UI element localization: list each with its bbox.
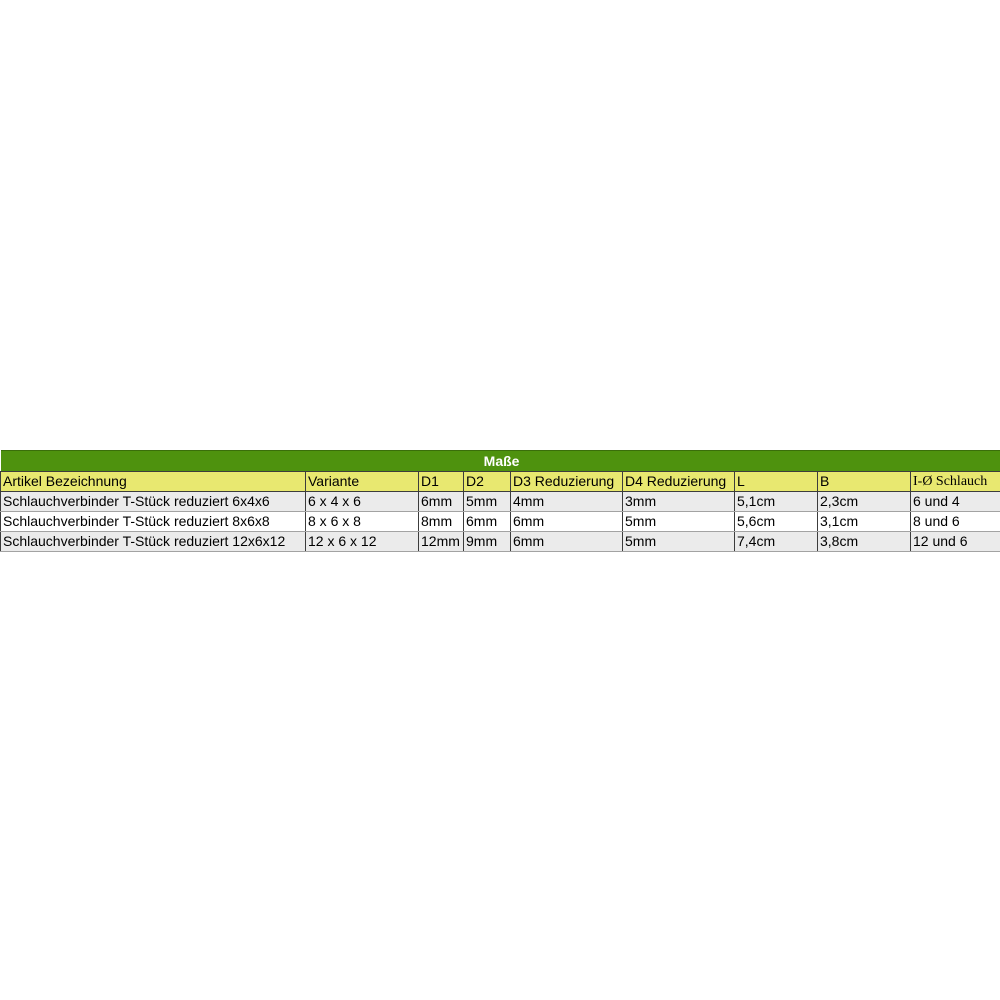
dimensions-table-body: Maße Artikel Bezeichnung Variante D1 D2 D3 R… bbox=[0, 450, 1000, 552]
cell: 5,1cm bbox=[734, 491, 818, 512]
cell: 9mm bbox=[463, 531, 511, 552]
cell: 5mm bbox=[622, 511, 735, 532]
table-row: Schlauchverbinder T-Stück reduziert 6x4x… bbox=[0, 491, 1000, 512]
cell: Schlauchverbinder T-Stück reduziert 6x4x… bbox=[0, 491, 306, 512]
cell: 2,3cm bbox=[817, 491, 911, 512]
cell: 5mm bbox=[463, 491, 511, 512]
cell: 12mm bbox=[418, 531, 464, 552]
cell: 8 und 6 bbox=[909, 511, 1000, 532]
cell: 12 x 6 x 12 bbox=[305, 531, 419, 552]
cell: 5mm bbox=[622, 531, 735, 552]
cell: 4mm bbox=[510, 491, 623, 512]
column-header-5: D4 Reduzierung bbox=[622, 471, 735, 492]
cell: 3mm bbox=[622, 491, 735, 512]
cell: 7,4cm bbox=[734, 531, 818, 552]
cell: 3,8cm bbox=[817, 531, 911, 552]
table-title-row: Maße bbox=[0, 450, 1000, 472]
cell: 8mm bbox=[418, 511, 464, 532]
table-title: Maße bbox=[0, 450, 1000, 472]
table-row: Schlauchverbinder T-Stück reduziert 12x6… bbox=[0, 531, 1000, 552]
cell: 3,1cm bbox=[817, 511, 911, 532]
column-header-4: D3 Reduzierung bbox=[510, 471, 623, 492]
column-header-2: D1 bbox=[418, 471, 464, 492]
table-header-row: Artikel Bezeichnung Variante D1 D2 D3 Reduzi… bbox=[0, 471, 1000, 492]
cell: 6mm bbox=[418, 491, 464, 512]
cell: 6mm bbox=[463, 511, 511, 532]
dimensions-table: Maße Artikel Bezeichnung Variante D1 D2 D3 R… bbox=[0, 450, 1000, 552]
cell: 6 x 4 x 6 bbox=[305, 491, 419, 512]
cell: 6mm bbox=[510, 531, 623, 552]
cell: Schlauchverbinder T-Stück reduziert 12x6… bbox=[0, 531, 306, 552]
column-header-6: L bbox=[734, 471, 818, 492]
column-header-0: Artikel Bezeichnung bbox=[0, 471, 306, 492]
cell: 8 x 6 x 8 bbox=[305, 511, 419, 532]
cell: Schlauchverbinder T-Stück reduziert 8x6x… bbox=[0, 511, 306, 532]
cell: 6mm bbox=[510, 511, 623, 532]
cell: 6 und 4 bbox=[909, 491, 1000, 512]
column-header-1: Variante bbox=[305, 471, 419, 492]
cell: 12 und 6 bbox=[909, 531, 1000, 552]
column-header-8: I-Ø Schlauch bbox=[909, 471, 1000, 492]
dimensions-table-wrapper: Maße Artikel Bezeichnung Variante D1 D2 D3 R… bbox=[0, 450, 1000, 552]
table-row: Schlauchverbinder T-Stück reduziert 8x6x… bbox=[0, 511, 1000, 532]
column-header-3: D2 bbox=[463, 471, 511, 492]
column-header-7: B bbox=[817, 471, 911, 492]
cell: 5,6cm bbox=[734, 511, 818, 532]
